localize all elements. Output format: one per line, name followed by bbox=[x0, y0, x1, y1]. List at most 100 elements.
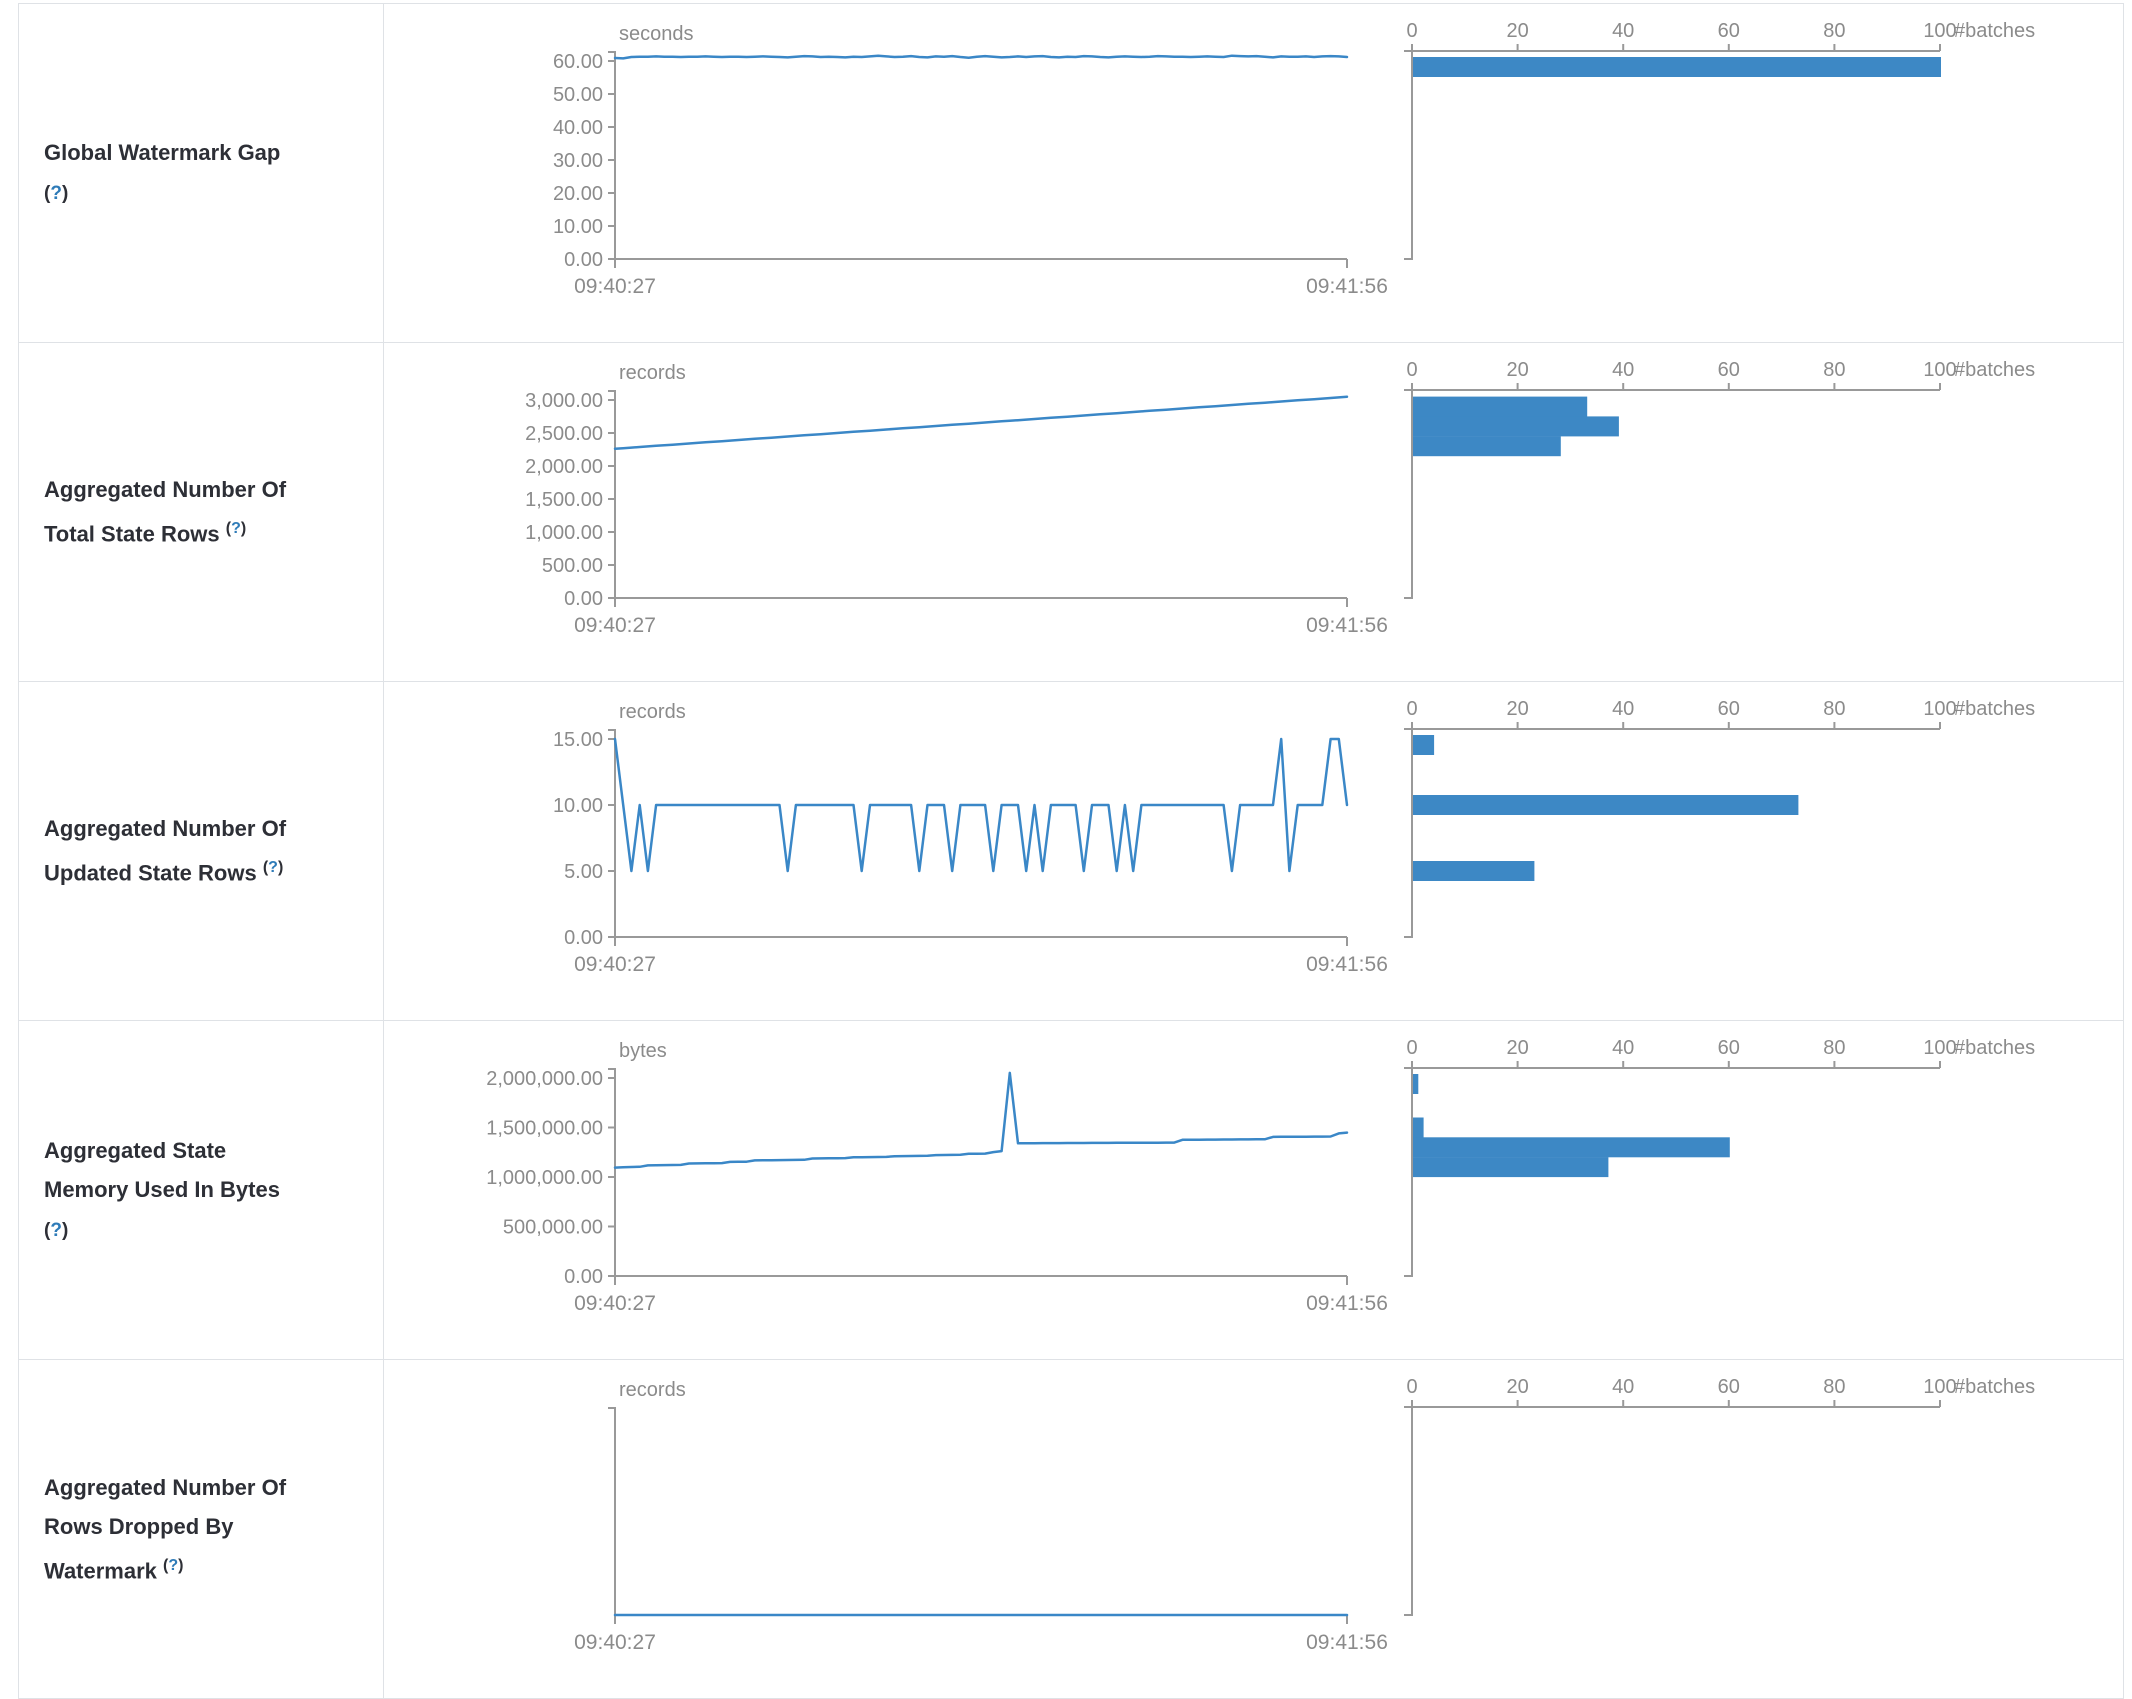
histogram-bar: ~2450-2750 records: 39 bbox=[1413, 416, 1619, 437]
y-tick-label: 10.00 bbox=[553, 216, 603, 238]
metric-label-cell: Aggregated State Memory Used In Bytes (?) bbox=[18, 1020, 384, 1360]
histogram-chart: 0 20 40 60 80 100#batches ~61 seconds: 100 bbox=[1404, 20, 2035, 260]
timeline-line bbox=[613, 395, 1349, 450]
metric-label: Aggregated Number Of Rows Dropped By Water… bbox=[19, 1468, 383, 1590]
histogram-left-axis bbox=[1404, 1407, 1413, 1616]
y-tick-label: 50.00 bbox=[553, 84, 603, 106]
batch-tick-label: 60 bbox=[1718, 1037, 1740, 1059]
metric-label-line: Aggregated State bbox=[44, 1137, 227, 1163]
y-tick-label: 10.00 bbox=[553, 795, 603, 817]
timeline-y-axis bbox=[608, 390, 616, 598]
metric-row-aggregated-number-of-updated-state-rows: Aggregated Number Of Updated State Rows (… bbox=[18, 681, 2124, 1021]
timeline-unit-label: records bbox=[619, 362, 686, 384]
batch-tick-label: 80 bbox=[1823, 359, 1845, 381]
metric-label: Aggregated Number Of Total State Rows (?) bbox=[19, 470, 383, 553]
y-tick-label: 500.00 bbox=[542, 555, 603, 577]
help-link[interactable]: (?) bbox=[44, 183, 69, 204]
batch-tick-label: 60 bbox=[1718, 1376, 1740, 1398]
histogram-chart: 0 20 40 60 80 100#batches 15 records: 4 10 reco… bbox=[1404, 698, 2035, 938]
batch-tick-label: 100 bbox=[1923, 698, 1956, 720]
histogram-cell: 0 20 40 60 80 100#batches ~2750-3050 records: … bbox=[1395, 342, 2124, 682]
batch-tick-label: 60 bbox=[1718, 698, 1740, 720]
x-start-label: 09:40:27 bbox=[574, 614, 656, 637]
batches-unit-label: #batches bbox=[1954, 698, 2035, 720]
timeline-y-axis bbox=[608, 51, 616, 259]
metric-label: Aggregated Number Of Updated State Rows (… bbox=[19, 809, 383, 892]
batch-tick-label: 60 bbox=[1718, 20, 1740, 42]
x-end-label: 09:41:56 bbox=[1306, 275, 1388, 298]
histogram-cell: 0 20 40 60 80 100 #batches bbox=[1395, 1359, 2124, 1699]
histogram-bar: 5 records: 23 bbox=[1413, 861, 1535, 881]
histogram-chart: 0 20 40 60 80 100#batches bbox=[1404, 1376, 2035, 1616]
timeline-y-axis bbox=[608, 1407, 616, 1615]
histogram-bar: ~1,100,000 bytes: 37 bbox=[1413, 1157, 1609, 1178]
y-tick-label: 1,000,000.00 bbox=[486, 1167, 603, 1189]
metric-label-cell: Aggregated Number Of Rows Dropped By Water… bbox=[18, 1359, 384, 1699]
timeline-unit-label: seconds bbox=[619, 23, 694, 45]
timeline-line bbox=[613, 1071, 1349, 1169]
x-end-label: 09:41:56 bbox=[1306, 614, 1388, 637]
metric-label-line: Aggregated Number Of bbox=[44, 1474, 287, 1500]
timeline-chart: seconds 0.00 10.00 20.00 30.00 40.00 50.00 60.0… bbox=[553, 23, 1388, 298]
batch-tick-label: 20 bbox=[1506, 1037, 1528, 1059]
histogram-chart: 0 20 40 60 80 100#batches ~2750-3050 records: … bbox=[1404, 359, 2035, 599]
batch-tick-label: 80 bbox=[1823, 698, 1845, 720]
timeline-cell: records 0.00 5.00 10.00 15.00 09:40:27 09:41:5… bbox=[383, 681, 1395, 1021]
batch-tick-label: 0 bbox=[1406, 359, 1417, 381]
metric-row-aggregated-number-of-total-state-rows: Aggregated Number Of Total State Rows (?)… bbox=[18, 342, 2124, 682]
timeline-cell: seconds 0.00 10.00 20.00 30.00 40.00 50.00 60.0… bbox=[383, 3, 1395, 343]
batch-tick-label: 40 bbox=[1612, 1037, 1634, 1059]
x-end-label: 09:41:56 bbox=[1306, 953, 1388, 976]
y-tick-label: 30.00 bbox=[553, 150, 603, 172]
x-end-label: 09:41:56 bbox=[1306, 1631, 1388, 1654]
x-start-label: 09:40:27 bbox=[574, 275, 656, 298]
y-tick-label: 1,500.00 bbox=[525, 489, 603, 511]
help-link[interactable]: (?) bbox=[225, 520, 247, 538]
help-link[interactable]: (?) bbox=[163, 1556, 184, 1574]
batches-unit-label: #batches bbox=[1954, 1376, 2035, 1398]
histogram-cell: 0 20 40 60 80 100#batches 15 records: 4 10 reco… bbox=[1395, 681, 2124, 1021]
metrics-table: Global Watermark Gap (?) seconds 0.00 10.00 2… bbox=[18, 3, 2124, 1699]
batch-tick-label: 20 bbox=[1506, 20, 1528, 42]
metric-label-line: Rows Dropped By bbox=[44, 1513, 234, 1539]
y-tick-label: 0.00 bbox=[564, 588, 603, 610]
histogram-cell: 0 20 40 60 80 100#batches ~61 seconds: 100 bbox=[1395, 3, 2124, 343]
metric-row-aggregated-number-of-rows-dropped-by-watermark: Aggregated Number Of Rows Dropped By Water… bbox=[18, 1359, 2124, 1699]
batch-tick-label: 20 bbox=[1506, 698, 1528, 720]
timeline-unit-label: records bbox=[619, 1379, 686, 1401]
y-tick-label: 15.00 bbox=[553, 729, 603, 751]
timeline-cell: bytes 0.00 500,000.00 1,000,000.00 1,500,000… bbox=[383, 1020, 1395, 1360]
histogram-left-axis bbox=[1404, 51, 1413, 260]
batch-tick-label: 20 bbox=[1506, 1376, 1528, 1398]
batch-tick-label: 0 bbox=[1406, 698, 1417, 720]
timeline-chart: records 0.00 5.00 10.00 15.00 09:40:27 09:41:5… bbox=[553, 701, 1388, 976]
timeline-y-axis bbox=[608, 1068, 616, 1276]
histogram-left-axis bbox=[1404, 390, 1413, 599]
batch-tick-label: 0 bbox=[1406, 1037, 1417, 1059]
timeline-cell: records 09:40:27 09:41:56 bbox=[383, 1359, 1395, 1699]
y-tick-label: 500,000.00 bbox=[503, 1217, 603, 1239]
timeline-unit-label: bytes bbox=[619, 1040, 667, 1062]
metric-label-line: Aggregated Number Of bbox=[44, 477, 287, 503]
y-tick-label: 3,000.00 bbox=[525, 390, 603, 412]
metric-label-cell: Aggregated Number Of Total State Rows (?) bbox=[18, 342, 384, 682]
help-link[interactable]: (?) bbox=[44, 1219, 69, 1241]
metric-row-aggregated-state-memory-used-in-bytes: Aggregated State Memory Used In Bytes (?) b… bbox=[18, 1020, 2124, 1360]
help-link[interactable]: (?) bbox=[262, 859, 284, 877]
y-tick-label: 0.00 bbox=[564, 249, 603, 271]
batches-unit-label: #batches bbox=[1954, 1037, 2035, 1059]
batch-tick-label: 0 bbox=[1406, 20, 1417, 42]
metric-label-line: Aggregated Number Of bbox=[44, 816, 287, 842]
histogram-bar: ~1,500,000 bytes: 2 bbox=[1413, 1117, 1424, 1138]
batch-tick-label: 40 bbox=[1612, 20, 1634, 42]
histogram-left-axis bbox=[1404, 1068, 1413, 1277]
histogram-bar: ~2,000,000 bytes: 1 bbox=[1413, 1074, 1419, 1094]
timeline-unit-label: records bbox=[619, 701, 686, 723]
batch-tick-label: 100 bbox=[1923, 359, 1956, 381]
metric-label-line: Memory Used In Bytes bbox=[44, 1176, 280, 1202]
metric-label-cell: Aggregated Number Of Updated State Rows (… bbox=[18, 681, 384, 1021]
metric-row-global-watermark-gap: Global Watermark Gap (?) seconds 0.00 10.00 2… bbox=[18, 3, 2124, 343]
y-tick-label: 5.00 bbox=[564, 861, 603, 883]
timeline-chart: bytes 0.00 500,000.00 1,000,000.00 1,500,000… bbox=[486, 1040, 1388, 1315]
timeline-cell: records 0.00 500.00 1,000.00 1,500.00 2,000.0… bbox=[383, 342, 1395, 682]
